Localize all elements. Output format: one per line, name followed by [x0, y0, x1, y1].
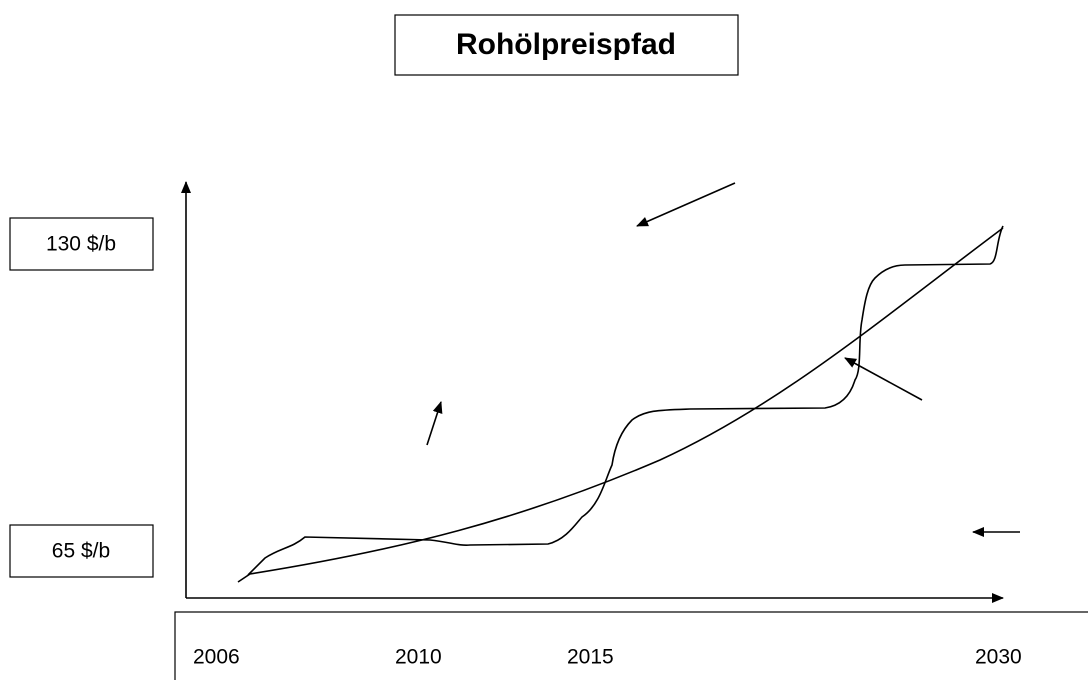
y-label: 130 $/b	[46, 233, 116, 256]
arrow	[844, 357, 923, 401]
smooth-curve	[237, 227, 1004, 583]
x-label: 2010	[395, 646, 442, 669]
x-label: 2015	[567, 646, 614, 669]
y-label-box	[9, 524, 154, 578]
arrow	[426, 401, 443, 446]
title: Rohölpreispfad	[456, 28, 676, 61]
title-box	[394, 14, 739, 76]
step-curve	[247, 225, 1004, 576]
y-label: 65 $/b	[52, 540, 110, 563]
x-label: 2030	[975, 646, 1022, 669]
arrow	[636, 182, 736, 227]
x-label-box	[174, 611, 1088, 685]
x-label: 2006	[193, 646, 240, 669]
y-label-box	[9, 217, 154, 271]
